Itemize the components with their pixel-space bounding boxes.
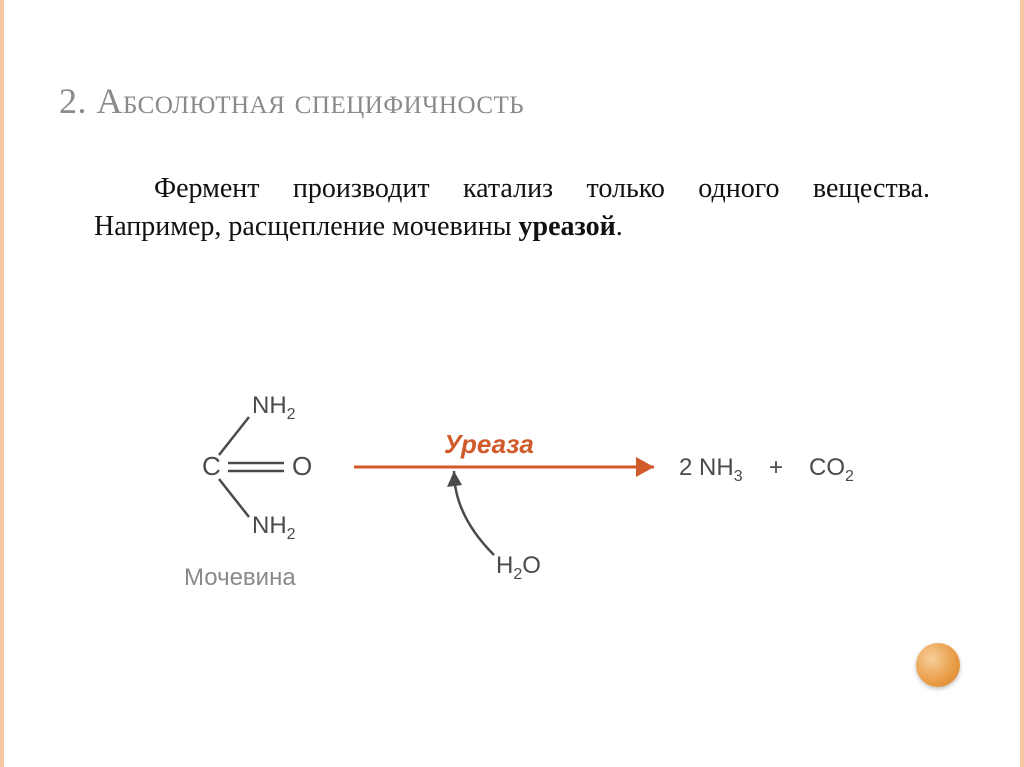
reaction-scheme: NH2 C O NH2 Мочевина Уреаза H2O: [144, 395, 884, 615]
urea-bottom-group: NH2: [252, 512, 296, 543]
bond-bottom: [219, 479, 249, 517]
reagent-h2o: H2O: [496, 552, 541, 583]
slide-title: 2. Абсолютная специфичность: [24, 0, 1000, 122]
accent-circle-icon: [916, 643, 960, 687]
enzyme-name: Уреаза: [444, 429, 534, 459]
main-arrow-head: [636, 457, 654, 477]
paragraph-text: Фермент производит катализ только одного…: [94, 173, 930, 242]
urea-center-c: C: [202, 451, 221, 481]
reaction-svg: NH2 C O NH2 Мочевина Уреаза H2O: [144, 395, 884, 615]
bond-top: [219, 417, 249, 455]
paragraph-bold: уреазой: [519, 211, 616, 242]
body-paragraph: Фермент производит катализ только одного…: [24, 170, 1000, 246]
urea-label: Мочевина: [184, 564, 296, 591]
product-plus: +: [769, 454, 783, 481]
side-arrow-head: [447, 471, 462, 487]
paragraph-tail: .: [616, 211, 623, 242]
urea-top-group: NH2: [252, 395, 296, 423]
urea-o: O: [292, 451, 312, 481]
product-2: CO2: [809, 454, 854, 485]
slide-frame: 2. Абсолютная специфичность Фермент прои…: [0, 0, 1024, 767]
product-1: 2 NH3: [679, 454, 743, 485]
